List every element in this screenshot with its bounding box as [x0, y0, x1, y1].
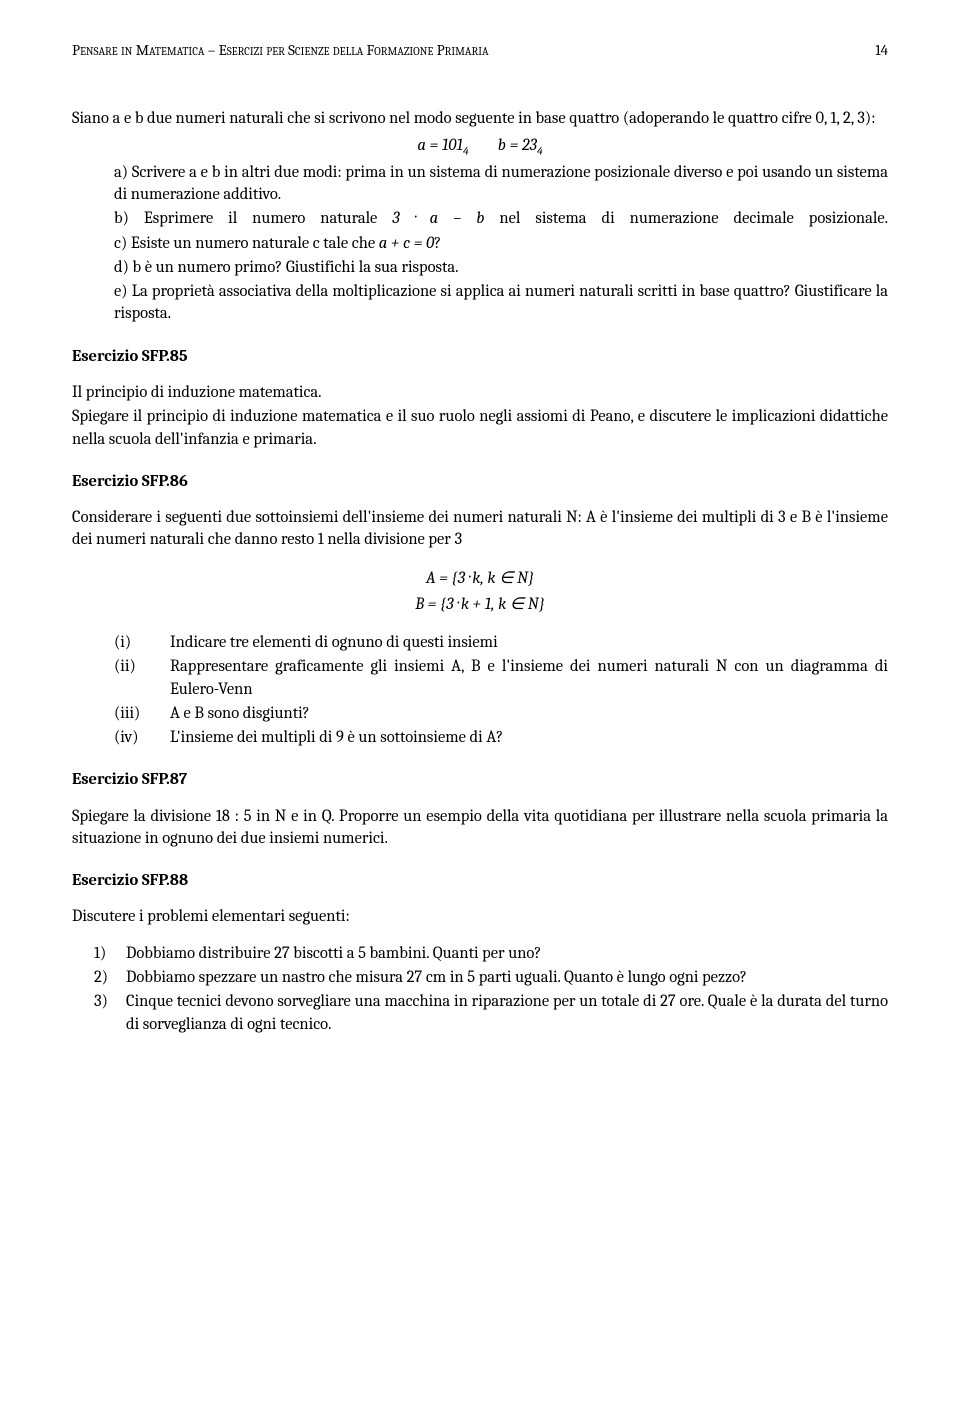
sfp86-title: Esercizio SFP.86 [72, 471, 888, 493]
item-a: a) Scrivere a e b in altri due modi: pri… [114, 162, 888, 207]
sfp85-line1: Il principio di induzione matematica. [72, 382, 888, 404]
roman-label: (iv) [114, 727, 170, 749]
set-a: A = {3 · k, k ∈ N} [72, 568, 888, 590]
roman-label: (ii) [114, 656, 170, 701]
eq-a: a = 1014 [417, 136, 468, 155]
item-text: A e B sono disgiunti? [170, 703, 888, 725]
sfp88-intro: Discutere i problemi elementari seguenti… [72, 906, 888, 928]
header-title: Pensare in Matematica – Esercizi per Sci… [72, 40, 489, 60]
item-text: L'insieme dei multipli di 9 è un sottoin… [170, 727, 888, 749]
sfp86-item-iii: (iii) A e B sono disgiunti? [114, 703, 888, 725]
num-label: 3) [94, 991, 126, 1036]
set-b: B = {3 · k + 1, k ∈ N} [72, 594, 888, 616]
sfp88-title: Esercizio SFP.88 [72, 870, 888, 892]
sfp88-item-1: 1) Dobbiamo distribuire 27 biscotti a 5 … [72, 943, 888, 965]
eq-b: b = 234 [498, 136, 543, 155]
sfp87-text: Spiegare la divisione 18 : 5 in N e in Q… [72, 806, 888, 851]
num-label: 2) [94, 967, 126, 989]
sets-block: A = {3 · k, k ∈ N} B = {3 · k + 1, k ∈ N… [72, 568, 888, 617]
page-number: 14 [875, 40, 888, 60]
item-text: Dobbiamo spezzare un nastro che misura 2… [126, 967, 888, 989]
intro-paragraph: Siano a e b due numeri naturali che si s… [72, 108, 888, 130]
sfp85-line2: Spiegare il principio di induzione matem… [72, 406, 888, 451]
sfp86-item-iv: (iv) L'insieme dei multipli di 9 è un so… [114, 727, 888, 749]
roman-label: (i) [114, 632, 170, 654]
sfp86-item-i: (i) Indicare tre elementi di ognuno di q… [114, 632, 888, 654]
sfp88-item-3: 3) Cinque tecnici devono sorvegliare una… [72, 991, 888, 1036]
item-text: Cinque tecnici devono sorvegliare una ma… [126, 991, 888, 1036]
item-e: e) La proprietà associativa della moltip… [114, 281, 888, 326]
num-label: 1) [94, 943, 126, 965]
item-d: d) b è un numero primo? Giustifichi la s… [114, 257, 888, 279]
equation-ab: a = 1014 b = 234 [72, 135, 888, 158]
item-text: Rappresentare graficamente gli insiemi A… [170, 656, 888, 701]
item-b: b) Esprimere il numero naturale 3 · a − … [114, 208, 888, 230]
item-text: Indicare tre elementi di ognuno di quest… [170, 632, 888, 654]
sfp86-intro: Considerare i seguenti due sottoinsiemi … [72, 507, 888, 552]
sfp88-item-2: 2) Dobbiamo spezzare un nastro che misur… [72, 967, 888, 989]
roman-label: (iii) [114, 703, 170, 725]
sfp85-title: Esercizio SFP.85 [72, 346, 888, 368]
page-header: Pensare in Matematica – Esercizi per Sci… [72, 40, 888, 60]
intro-text: Siano a e b due numeri naturali che si s… [72, 109, 876, 128]
sfp87-title: Esercizio SFP.87 [72, 769, 888, 791]
item-c: c) Esiste un numero naturale c tale che … [114, 233, 888, 255]
item-text: Dobbiamo distribuire 27 biscotti a 5 bam… [126, 943, 888, 965]
sfp86-item-ii: (ii) Rappresentare graficamente gli insi… [114, 656, 888, 701]
